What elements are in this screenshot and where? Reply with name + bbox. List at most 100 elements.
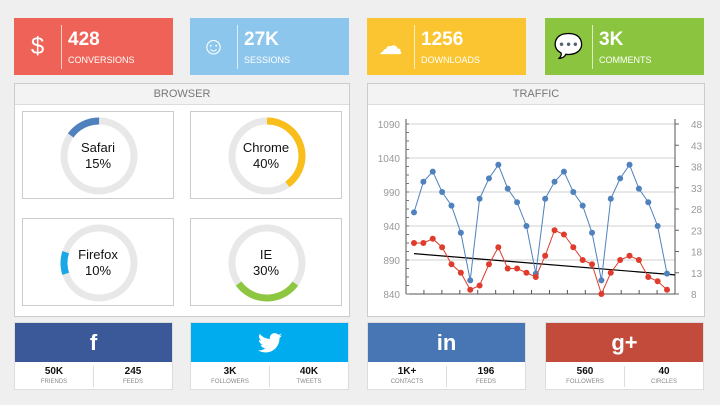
social-stat: 3K FOLLOWERS [191, 362, 269, 391]
traffic-chart: 840 890 940 990 1040 1090 8 13 18 23 28 33 38 43 48 [378, 119, 703, 301]
right-tick-label: 28 [691, 205, 703, 216]
data-point [570, 244, 577, 251]
data-point [626, 252, 633, 259]
social-stat-label: TWEETS [296, 379, 322, 385]
browser-percent: 40% [252, 156, 280, 171]
stat-card-downloads: ☁ 1256 DOWNLOADS [367, 18, 526, 75]
browser-donut-ie: IE 30% [190, 218, 342, 306]
left-tick-label: 940 [383, 222, 400, 233]
data-point [448, 261, 455, 268]
browser-percent: 15% [84, 156, 112, 171]
data-point [420, 178, 427, 185]
data-point [448, 202, 455, 209]
data-point [607, 269, 614, 276]
left-tick-label: 1040 [378, 154, 401, 165]
browser-name: IE [259, 247, 273, 262]
data-point [439, 244, 446, 251]
data-point [579, 257, 586, 263]
social-card-linkedin[interactable]: in 1K+ CONTACTS 196 FEEDS [367, 322, 526, 390]
left-tick-label: 990 [383, 188, 400, 199]
social-stat-value: 196 [477, 366, 495, 377]
facebook-icon[interactable]: f [15, 323, 172, 362]
data-point [626, 161, 633, 168]
data-point [598, 291, 605, 297]
data-point [485, 261, 492, 268]
trendline [413, 253, 676, 276]
data-point [645, 199, 652, 206]
data-point [504, 185, 511, 192]
donut-arc [228, 224, 306, 302]
data-point [411, 209, 417, 216]
social-stat-value: 40K [299, 366, 319, 377]
data-point [664, 270, 670, 277]
stat-label: DOWNLOADS [421, 54, 481, 65]
social-stat: 40 CIRCLES [624, 366, 703, 387]
data-point [635, 257, 642, 263]
browser-percent: 10% [84, 263, 112, 278]
social-stat-value: 50K [44, 366, 64, 377]
social-stat: 50K FRIENDS [15, 362, 93, 391]
data-point [504, 265, 511, 272]
browser-donut-chrome: Chrome 40% [190, 111, 342, 199]
donut-chart [228, 117, 306, 195]
stat-value: 428 [68, 28, 100, 50]
social-stat-label: FEEDS [475, 379, 496, 385]
social-stat-value: 560 [576, 366, 594, 377]
browser-name: Safari [81, 140, 115, 155]
social-stat-label: CIRCLES [650, 379, 677, 385]
data-point [560, 231, 567, 238]
stat-label: COMMENTS [599, 54, 652, 65]
dollar-icon: $ [14, 24, 62, 69]
data-point [411, 240, 417, 246]
data-point [570, 189, 577, 195]
data-point [579, 202, 586, 209]
data-point [523, 223, 530, 229]
social-stat-label: FOLLOWERS [566, 379, 604, 385]
data-point [429, 235, 436, 242]
linkedin-icon[interactable]: in [368, 323, 525, 362]
data-point [635, 185, 642, 192]
browser-donut-safari: Safari 15% [22, 111, 174, 199]
social-stat-label: CONTACTS [390, 379, 424, 385]
left-tick-label: 1090 [378, 120, 401, 131]
data-point [551, 227, 558, 234]
right-tick-label: 8 [691, 290, 697, 301]
left-tick-label: 840 [383, 290, 400, 301]
browser-name: Firefox [78, 247, 118, 262]
google-plus-icon[interactable]: g+ [546, 323, 703, 362]
data-point [607, 195, 614, 202]
right-tick-label: 33 [691, 184, 703, 195]
stat-label: CONVERSIONS [68, 54, 135, 65]
data-point [523, 269, 530, 276]
twitter-icon[interactable] [191, 323, 348, 362]
cloud-download-icon: ☁ [367, 24, 415, 69]
social-card-google-plus[interactable]: g+ 560 FOLLOWERS 40 CIRCLES [545, 322, 704, 390]
social-stat: 196 FEEDS [446, 366, 525, 387]
right-tick-label: 38 [691, 163, 703, 174]
data-point [654, 278, 661, 285]
data-point [654, 223, 661, 229]
donut-chart [228, 224, 306, 302]
stat-label: SESSIONS [244, 54, 291, 65]
data-point [476, 195, 483, 202]
stat-value: 3K [599, 28, 624, 50]
data-point [598, 277, 605, 284]
data-point [495, 244, 502, 251]
social-stat: 245 FEEDS [93, 366, 172, 387]
social-stat: 40K TWEETS [269, 366, 348, 387]
data-point [617, 257, 624, 263]
social-stat-value: 1K+ [397, 366, 417, 377]
data-point [645, 274, 652, 280]
social-card-facebook[interactable]: f 50K FRIENDS 245 FEEDS [14, 322, 173, 390]
social-stat-label: FOLLOWERS [211, 379, 249, 385]
social-card-twitter[interactable]: 3K FOLLOWERS 40K TWEETS [190, 322, 349, 390]
right-tick-label: 43 [691, 141, 703, 152]
browser-title: BROWSER [15, 84, 349, 105]
donut-arc [228, 117, 306, 195]
data-point [485, 175, 492, 182]
browser-percent: 30% [252, 263, 280, 278]
data-point [514, 265, 521, 272]
data-point [467, 286, 474, 293]
data-point [617, 175, 624, 182]
donut-chart [60, 224, 138, 302]
